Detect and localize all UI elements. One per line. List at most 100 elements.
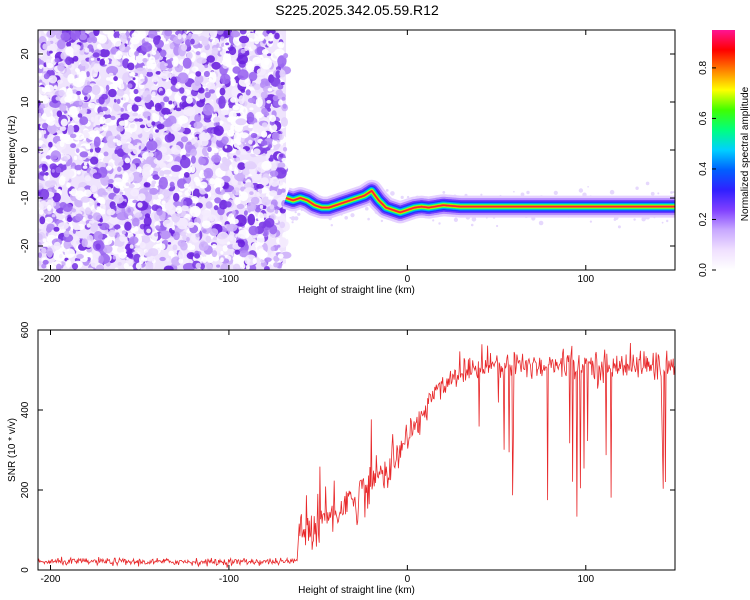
halo-speck: [496, 224, 499, 228]
noise-blob: [97, 34, 108, 44]
noise-blob: [129, 244, 134, 249]
noise-blob: [59, 103, 67, 112]
halo-speck: [406, 195, 410, 199]
noise-blob: [79, 151, 89, 158]
noise-blob: [211, 61, 221, 70]
noise-blob: [229, 234, 234, 241]
noise-blob: [255, 97, 263, 108]
noise-blob: [67, 124, 75, 135]
halo-speck: [526, 190, 530, 195]
noise-blob: [114, 157, 124, 168]
noise-blob: [193, 121, 203, 129]
y-axis-label: SNR (10 * v/v): [7, 418, 18, 482]
noise-blob: [220, 263, 230, 270]
noise-blob: [132, 112, 139, 117]
noise-blob: [116, 212, 129, 221]
noise-blob: [74, 164, 83, 171]
noise-blob: [260, 91, 268, 99]
noise-blob: [134, 50, 140, 57]
noise-blob: [60, 118, 68, 127]
noise-blob: [38, 241, 42, 248]
noise-blob: [51, 169, 55, 173]
noise-blob: [116, 125, 124, 132]
noise-blob: [262, 205, 267, 209]
noise-blob: [169, 42, 175, 50]
noise-blob: [75, 148, 80, 154]
noise-blob: [195, 178, 201, 187]
noise-blob: [159, 146, 168, 154]
noise-blob: [273, 255, 280, 262]
halo-speck: [633, 218, 636, 221]
noise-blob: [81, 238, 88, 248]
noise-blob: [269, 170, 279, 177]
noise-blob: [96, 264, 104, 270]
noise-blob: [152, 199, 157, 205]
noise-blob: [212, 143, 217, 148]
noise-blob: [92, 212, 102, 221]
noise-blob: [114, 267, 119, 270]
noise-blob: [132, 210, 136, 215]
noise-blob: [82, 165, 88, 169]
noise-blob: [224, 145, 228, 149]
noise-blob: [164, 30, 173, 37]
noise-blob: [213, 116, 221, 123]
noise-blob: [171, 144, 182, 155]
noise-blob: [211, 250, 218, 258]
noise-blob: [216, 30, 224, 35]
noise-blob: [70, 133, 77, 139]
noise-blob: [137, 202, 143, 208]
noise-blob: [232, 218, 239, 224]
noise-blob: [54, 57, 60, 63]
noise-blob: [66, 86, 69, 89]
noise-blob: [128, 163, 137, 172]
noise-blob: [46, 226, 52, 233]
x-tick-label: 0: [405, 574, 411, 585]
colorbar-tick-label: 0.4: [698, 162, 709, 176]
noise-blob: [117, 228, 123, 234]
noise-blob: [47, 92, 54, 98]
noise-blob: [126, 103, 133, 113]
noise-blob: [243, 210, 248, 216]
noise-blob: [248, 71, 258, 81]
noise-blob: [205, 88, 209, 92]
noise-blob: [234, 214, 247, 227]
noise-blob: [269, 190, 278, 197]
noise-blob: [156, 31, 162, 36]
noise-blob: [274, 219, 279, 224]
noise-blob: [55, 96, 61, 101]
noise-blob: [235, 173, 244, 182]
noise-blob: [38, 86, 47, 95]
noise-blob: [231, 161, 238, 168]
noise-blob: [230, 97, 237, 103]
noise-blob: [108, 72, 114, 77]
noise-blob: [96, 206, 102, 211]
noise-blob: [209, 228, 219, 237]
noise-blob: [227, 116, 235, 123]
noise-blob: [260, 57, 272, 70]
noise-blob: [257, 212, 265, 223]
plot2-frame: [37, 329, 676, 571]
halo-speck: [344, 216, 349, 220]
noise-blob: [190, 38, 195, 45]
noise-blob: [202, 212, 212, 223]
noise-blob: [155, 150, 163, 161]
noise-blob: [97, 223, 103, 227]
noise-blob: [51, 214, 56, 218]
noise-blob: [224, 114, 229, 118]
noise-blob: [169, 181, 175, 188]
noise-blob: [283, 53, 289, 59]
noise-blob: [106, 65, 119, 76]
noise-blob: [128, 236, 139, 245]
noise-blob: [237, 162, 246, 171]
noise-blob: [87, 81, 91, 86]
noise-blob: [119, 191, 124, 195]
noise-blob: [140, 158, 144, 162]
noise-blob: [39, 216, 46, 225]
noise-blob: [159, 90, 165, 96]
noise-blob: [121, 230, 127, 235]
noise-blob: [237, 69, 249, 80]
noise-blob: [204, 64, 209, 68]
halo-speck: [553, 190, 558, 195]
noise-blob: [72, 124, 80, 133]
